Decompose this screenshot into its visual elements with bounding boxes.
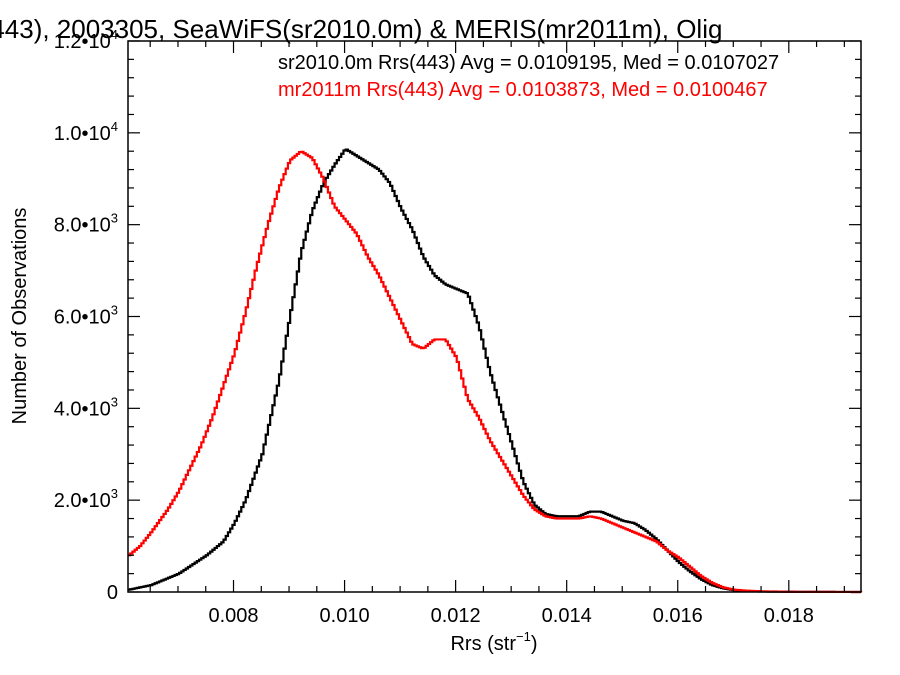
x-axis: 0.008 0.010 0.012 0.014 0.016 0.018 — [149, 41, 845, 627]
chart-title: rs(443), 2003305, SeaWiFS(sr2010.0m) & M… — [0, 14, 722, 44]
y-tick-exponent: 3 — [111, 394, 118, 409]
y-axis: 02.0•1034.0•1036.0•1038.0•1031.0•1041.2•… — [54, 27, 861, 604]
series-layer — [128, 148, 863, 594]
x-tick-label: 0.008 — [208, 605, 258, 627]
y-tick-mantissa: 0 — [107, 582, 118, 604]
x-axis-label-superscript: −1 — [516, 629, 531, 644]
y-tick-label: 6.0•103 — [54, 303, 118, 329]
y-tick-label: 1.2•104 — [54, 27, 118, 53]
y-tick-mantissa: 2.0•10 — [54, 490, 111, 512]
y-tick-exponent: 4 — [111, 119, 118, 134]
y-tick-exponent: 3 — [111, 303, 118, 318]
y-tick-label: 1.0•104 — [54, 119, 118, 145]
y-axis-label: Number of Observations — [9, 208, 31, 425]
y-tick-mantissa: 1.2•10 — [54, 31, 111, 53]
x-tick-label: 0.010 — [320, 605, 370, 627]
y-tick-exponent: 3 — [111, 486, 118, 501]
x-tick-label: 0.012 — [431, 605, 481, 627]
y-tick-exponent: 3 — [111, 211, 118, 226]
plot-frame — [127, 40, 862, 593]
legend-entry-sr2010: sr2010.0m Rrs(443) Avg = 0.0109195, Med … — [278, 52, 779, 74]
y-tick-label: 2.0•103 — [54, 486, 118, 512]
legend-entry-mr2011m: mr2011m Rrs(443) Avg = 0.0103873, Med = … — [278, 79, 768, 101]
x-tick-label: 0.016 — [653, 605, 703, 627]
x-axis-label-main: Rrs (str — [450, 633, 516, 655]
x-axis-label: Rrs (str−1) — [450, 629, 537, 655]
x-tick-label: 0.014 — [542, 605, 592, 627]
y-tick-mantissa: 6.0•10 — [54, 307, 111, 329]
y-tick-mantissa: 1.0•10 — [54, 123, 111, 145]
y-tick-label: 0 — [107, 582, 118, 604]
series-line-sr2010-0m — [128, 148, 863, 594]
y-tick-label: 4.0•103 — [54, 394, 118, 420]
series-line-mr2011m — [128, 150, 863, 594]
y-tick-exponent: 4 — [111, 27, 118, 42]
x-tick-label: 0.018 — [764, 605, 814, 627]
y-tick-mantissa: 4.0•10 — [54, 398, 111, 420]
legend: sr2010.0m Rrs(443) Avg = 0.0109195, Med … — [278, 52, 779, 101]
y-tick-mantissa: 8.0•10 — [54, 215, 111, 237]
y-tick-label: 8.0•103 — [54, 211, 118, 237]
x-axis-label-close: ) — [531, 633, 538, 655]
